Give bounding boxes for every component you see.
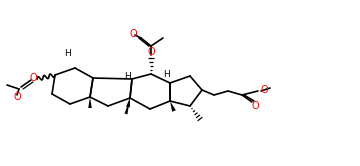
Polygon shape (125, 98, 130, 114)
Text: O: O (147, 47, 155, 57)
Polygon shape (170, 101, 176, 112)
Text: O: O (251, 101, 259, 111)
Polygon shape (126, 98, 130, 107)
Text: O: O (29, 73, 37, 83)
Text: H: H (123, 72, 130, 81)
Text: O: O (13, 92, 21, 102)
Text: H: H (163, 70, 169, 79)
Text: O: O (129, 29, 137, 39)
Text: H: H (64, 48, 70, 57)
Text: O: O (260, 85, 268, 95)
Polygon shape (88, 97, 92, 108)
